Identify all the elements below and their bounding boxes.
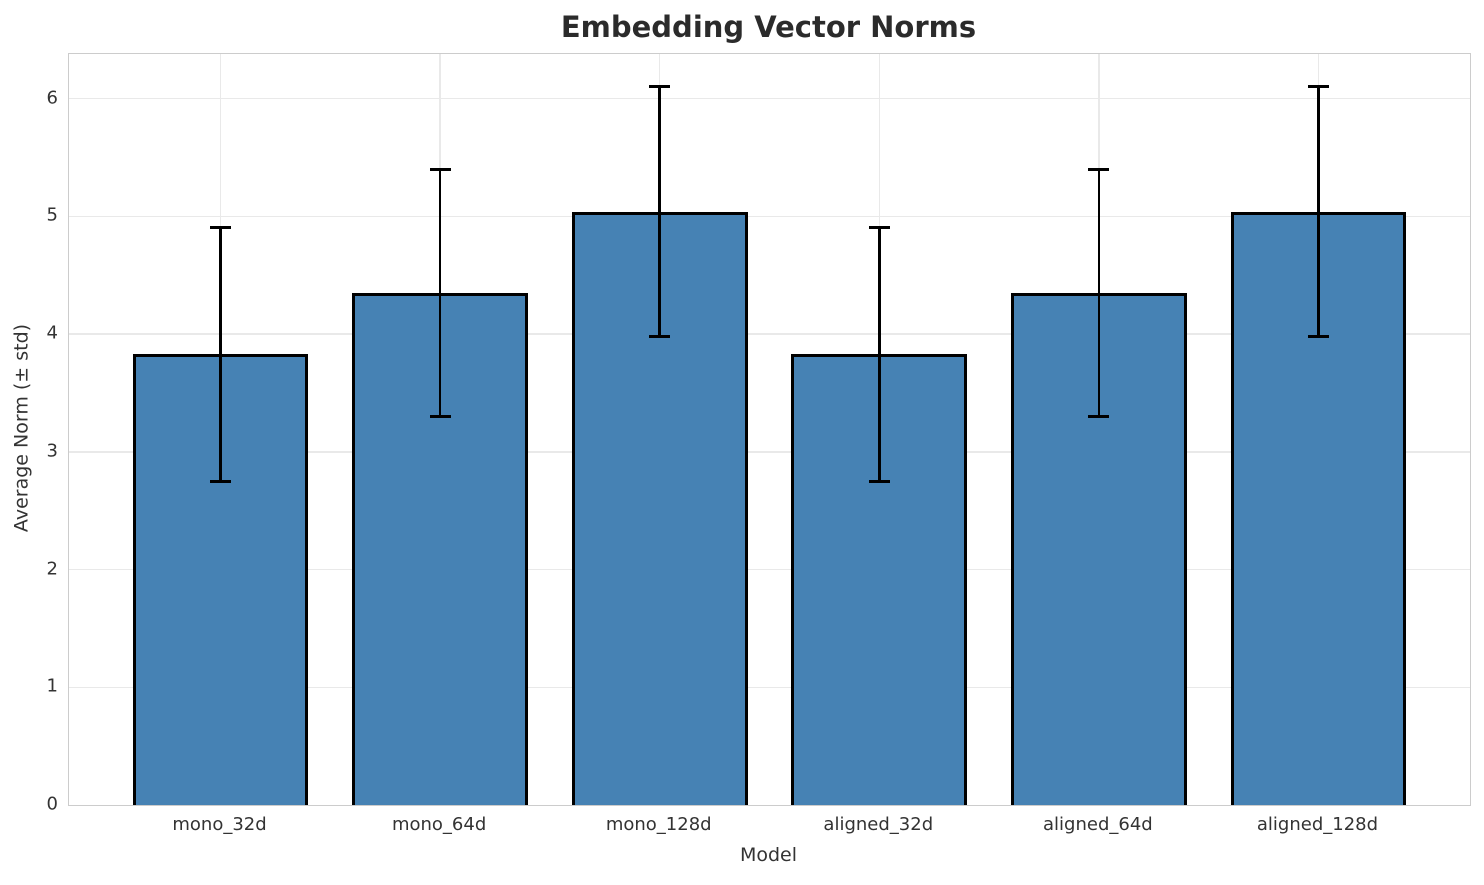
gridline-horizontal bbox=[69, 215, 1470, 218]
x-tick-label-aligned_64d: aligned_64d bbox=[1043, 814, 1153, 835]
y-tick-label: 2 bbox=[46, 558, 58, 580]
error-bar-cap-top-mono_32d bbox=[210, 225, 232, 229]
error-bar-cap-top-aligned_64d bbox=[1088, 167, 1110, 171]
x-tick-label-mono_128d: mono_128d bbox=[605, 814, 712, 835]
x-tick-label-aligned_128d: aligned_128d bbox=[1256, 814, 1379, 835]
y-tick-label: 1 bbox=[46, 675, 58, 697]
error-bar-line-aligned_64d bbox=[1097, 169, 1101, 417]
error-bar-line-aligned_128d bbox=[1317, 86, 1320, 337]
error-bar-line-mono_128d bbox=[658, 86, 661, 337]
y-tick-label: 0 bbox=[46, 793, 58, 815]
error-bar-cap-bottom-mono_32d bbox=[210, 479, 232, 483]
error-bar-cap-top-mono_128d bbox=[649, 85, 671, 89]
chart-title: Embedding Vector Norms bbox=[560, 10, 977, 44]
gridline-horizontal bbox=[69, 568, 1470, 571]
x-tick-label-mono_64d: mono_64d bbox=[391, 814, 487, 835]
y-tick-label: 4 bbox=[46, 322, 58, 344]
error-bar-cap-top-aligned_128d bbox=[1307, 85, 1329, 89]
gridline-horizontal bbox=[69, 686, 1470, 689]
plot-area bbox=[68, 53, 1471, 806]
y-tick-labels: 0 1 2 3 4 5 6 bbox=[0, 53, 58, 814]
y-tick-label: 6 bbox=[46, 87, 58, 109]
x-axis-label: Model bbox=[739, 844, 798, 866]
error-bar-cap-top-mono_64d bbox=[429, 167, 451, 171]
error-bar-cap-bottom-mono_64d bbox=[429, 415, 451, 419]
error-bar-cap-bottom-aligned_32d bbox=[868, 479, 890, 483]
gridline-horizontal bbox=[69, 451, 1470, 453]
x-tick-label-mono_32d: mono_32d bbox=[172, 814, 267, 835]
error-bar-line-mono_32d bbox=[219, 227, 222, 482]
y-tick-label: 3 bbox=[46, 440, 58, 462]
x-tick-label-aligned_32d: aligned_32d bbox=[823, 814, 934, 835]
error-bar-line-aligned_32d bbox=[878, 227, 881, 482]
error-bar-cap-bottom-mono_128d bbox=[649, 335, 671, 339]
y-tick-label: 5 bbox=[46, 204, 58, 226]
error-bar-line-mono_64d bbox=[438, 169, 442, 417]
gridline-horizontal bbox=[69, 97, 1470, 100]
error-bar-cap-bottom-aligned_64d bbox=[1088, 415, 1110, 419]
x-tick-labels: mono_32d mono_64d mono_128d aligned_32d alig… bbox=[68, 810, 1469, 840]
gridline-horizontal bbox=[69, 333, 1470, 335]
error-bar-cap-bottom-aligned_128d bbox=[1307, 335, 1329, 339]
error-bar-cap-top-aligned_32d bbox=[868, 225, 890, 229]
